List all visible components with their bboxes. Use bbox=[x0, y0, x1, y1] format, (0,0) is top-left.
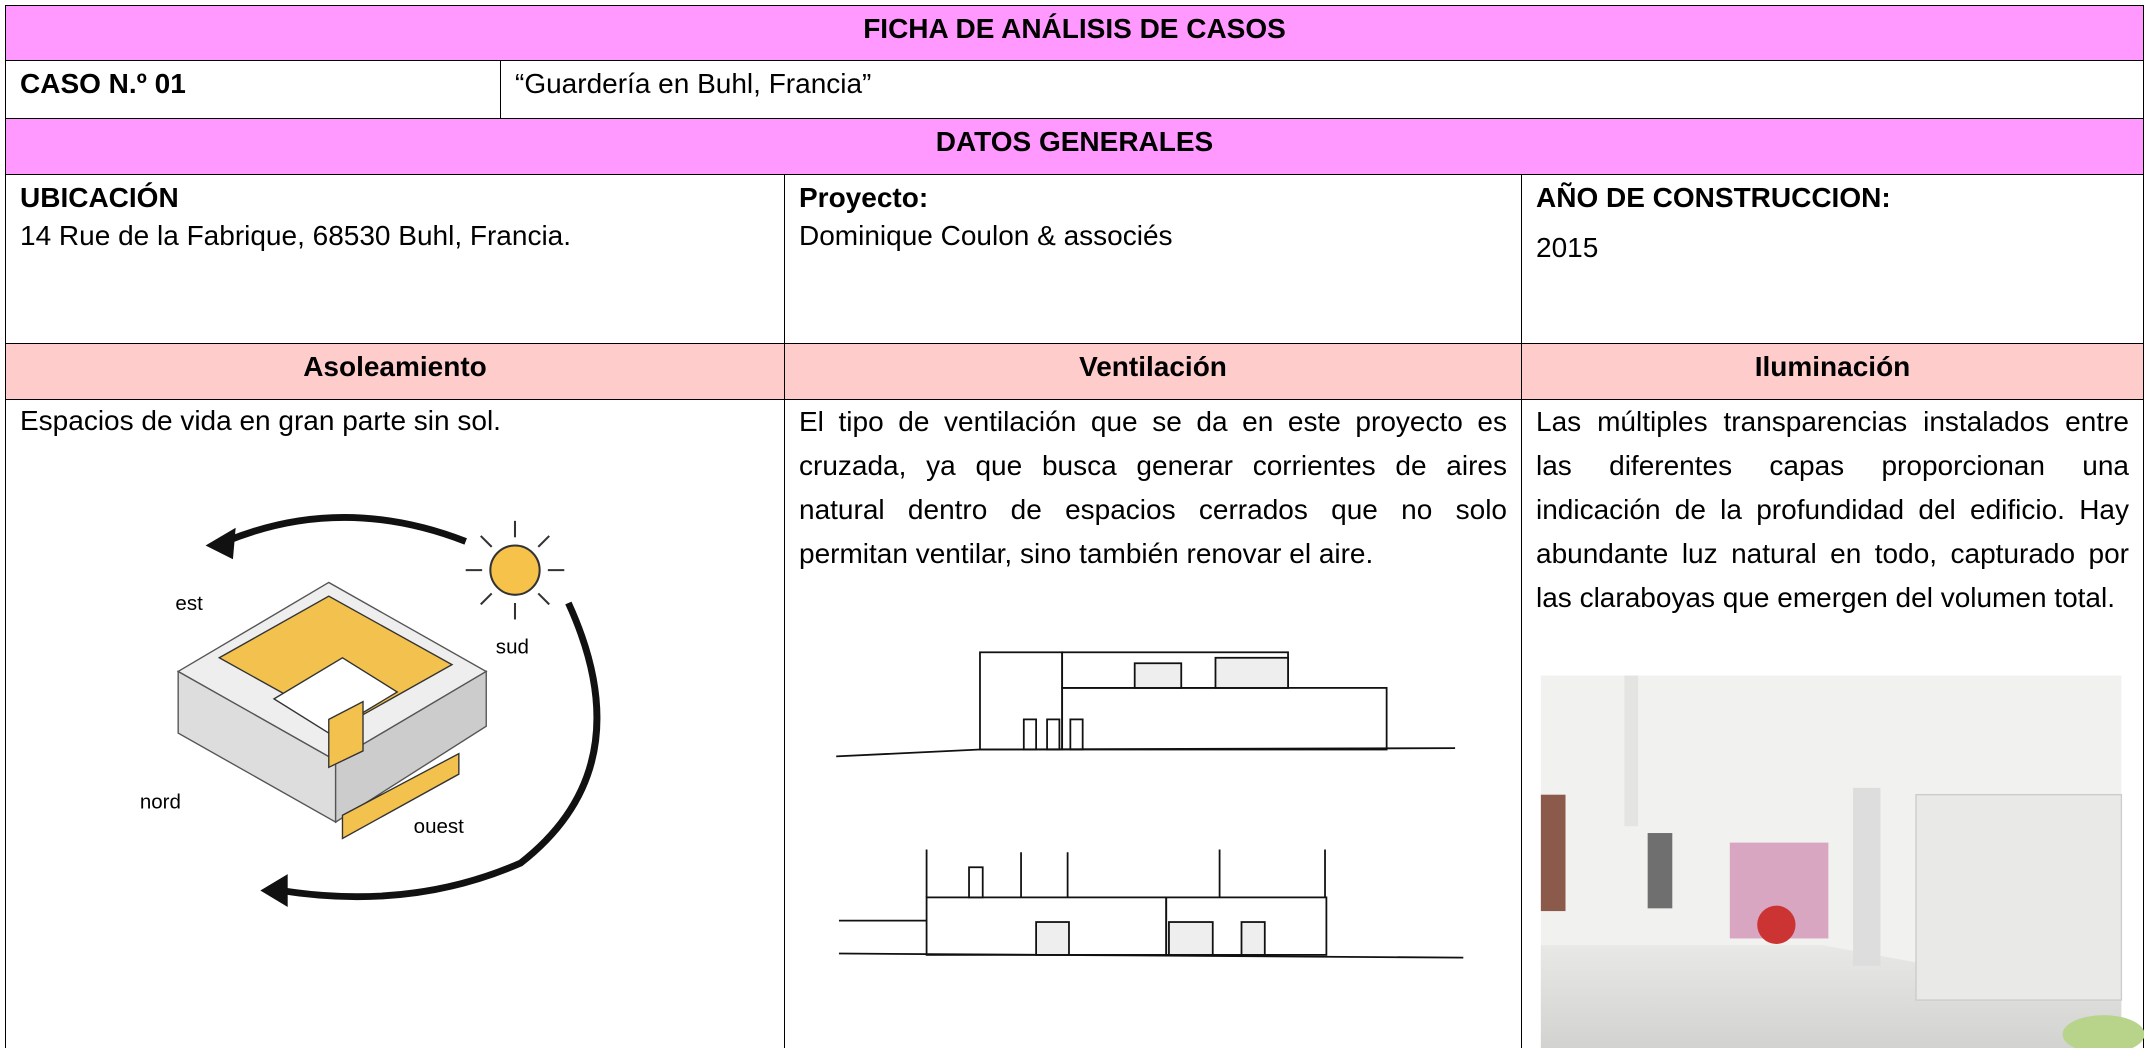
text: El tipo de ventilación que se da en este… bbox=[799, 406, 1507, 569]
case-label: CASO N.º 01 bbox=[5, 60, 501, 119]
text: 2015 bbox=[1536, 232, 1599, 263]
title: FICHA DE ANÁLISIS DE CASOS bbox=[5, 5, 2144, 61]
iluminacion-cell: Las múltiples transparencias instalados … bbox=[1521, 399, 2144, 1048]
proyecto-cell: Proyecto: Dominique Coulon & associés bbox=[784, 174, 1522, 344]
sun-diagram: est sud nord ouest bbox=[140, 514, 601, 907]
case-name: “Guardería en Buhl, Francia” bbox=[500, 60, 2144, 119]
ventilacion-cell: El tipo de ventilación que se da en este… bbox=[784, 399, 1522, 1048]
photo bbox=[1540, 675, 2144, 1048]
label: UBICACIÓN bbox=[20, 182, 179, 213]
diagram-label: ouest bbox=[414, 815, 464, 838]
label: Proyecto: bbox=[799, 182, 929, 213]
text: 14 Rue de la Fabrique, 68530 Buhl, Franc… bbox=[20, 220, 572, 251]
text: Espacios de vida en gran parte sin sol. bbox=[20, 405, 501, 436]
label: AÑO DE CONSTRUCCION: bbox=[1536, 182, 1891, 213]
section-drawings bbox=[836, 651, 1464, 959]
anio-cell: AÑO DE CONSTRUCCION: 2015 bbox=[1521, 174, 2144, 344]
header: Asoleamiento bbox=[5, 343, 785, 400]
text: Las múltiples transparencias instalados … bbox=[1536, 406, 2129, 613]
diagram-label: nord bbox=[140, 790, 181, 813]
ubicacion-cell: UBICACIÓN 14 Rue de la Fabrique, 68530 B… bbox=[5, 174, 785, 344]
section-title: DATOS GENERALES bbox=[5, 118, 2144, 175]
header: Ventilación bbox=[784, 343, 1522, 400]
diagram-label: est bbox=[175, 592, 203, 615]
header: Iluminación bbox=[1521, 343, 2144, 400]
diagram-label: sud bbox=[496, 636, 529, 659]
text: Dominique Coulon & associés bbox=[799, 220, 1173, 251]
